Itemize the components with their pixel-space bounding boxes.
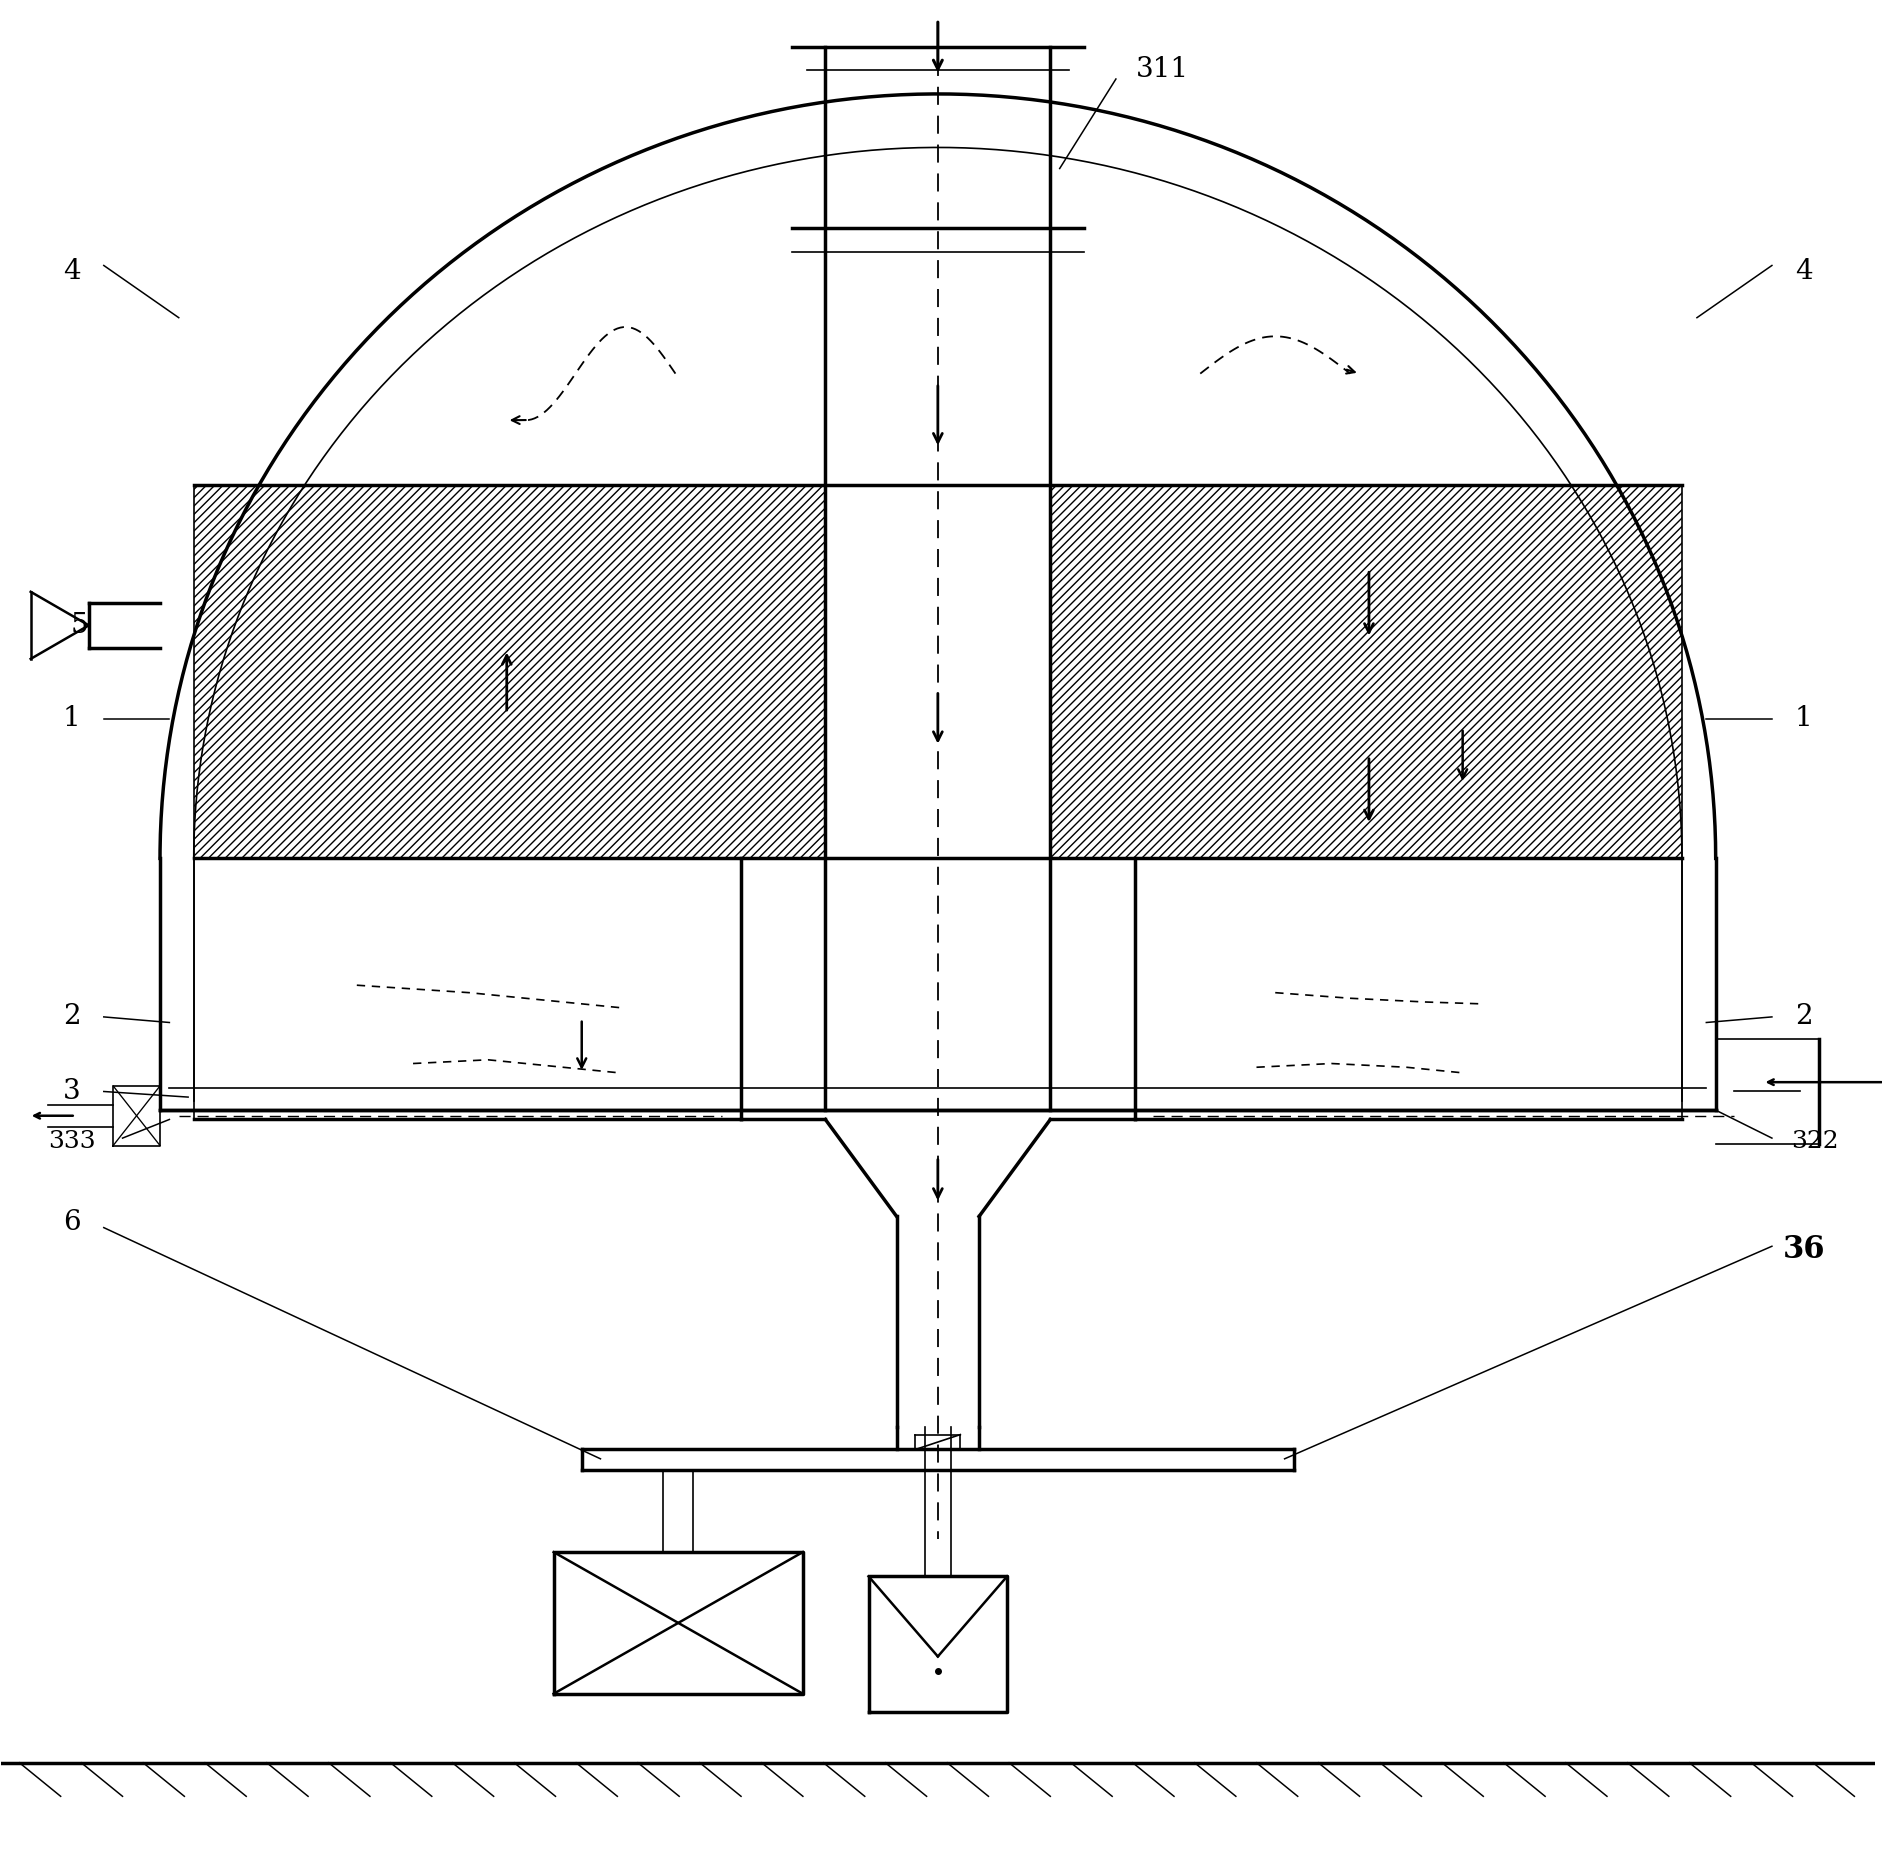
Text: 2: 2 (64, 1004, 81, 1030)
Text: 2: 2 (1794, 1004, 1812, 1030)
Text: 4: 4 (1794, 258, 1812, 284)
Bar (194, 485, 824, 858)
Text: 6: 6 (64, 1209, 81, 1235)
Text: 5: 5 (70, 612, 88, 638)
Text: 1: 1 (1794, 705, 1812, 731)
Text: 322: 322 (1790, 1131, 1839, 1153)
Text: 311: 311 (1135, 56, 1189, 84)
Text: 333: 333 (49, 1131, 96, 1153)
Text: 4: 4 (64, 258, 81, 284)
Text: 1: 1 (62, 705, 81, 731)
Text: 36: 36 (1782, 1235, 1824, 1265)
Text: 3: 3 (64, 1079, 81, 1105)
Bar (1050, 485, 1681, 858)
